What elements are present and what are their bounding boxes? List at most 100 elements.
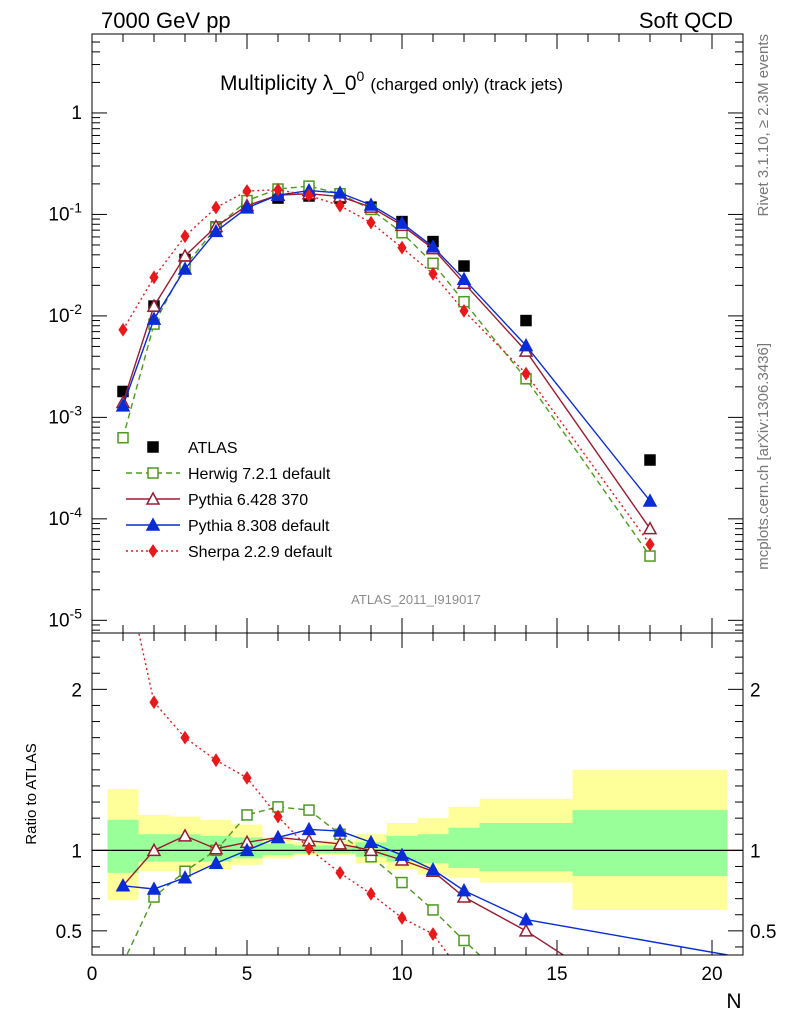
ratio-line <box>122 828 728 955</box>
ratio-plot-axes: 0.5 0.51 12 20 5 10 15 20 <box>56 633 776 985</box>
ratio-point <box>180 730 190 745</box>
series-line <box>122 189 651 502</box>
band-green <box>448 827 480 869</box>
data-point <box>642 493 658 507</box>
legend-marker <box>145 491 161 505</box>
ratio-point <box>518 912 534 926</box>
ratio-point <box>335 865 345 880</box>
y-tick-label: 10-3 <box>48 402 82 428</box>
x-tick-label: 5 <box>242 964 253 985</box>
plot-title-subtitle: (charged only) (track jets) <box>370 75 563 94</box>
data-point <box>425 239 441 253</box>
data-point <box>366 215 376 230</box>
band-green <box>417 834 449 864</box>
ratio-line <box>138 633 450 955</box>
ratio-series-sherpa-2-2-9-default <box>138 633 450 955</box>
data-point <box>335 198 345 213</box>
data-point <box>394 215 410 229</box>
ratio-point <box>456 889 472 903</box>
data-point <box>456 271 472 285</box>
ratio-point <box>303 804 315 816</box>
x-tick-label: 10 <box>391 964 412 985</box>
data-point <box>521 366 531 381</box>
y-tick-label: 1 <box>71 103 82 124</box>
legend-label: Herwig 7.2.1 default <box>188 466 331 483</box>
data-point <box>459 304 469 318</box>
data-point <box>397 240 407 255</box>
data-point <box>642 521 658 535</box>
y-tick-label: 10-4 <box>48 504 82 530</box>
legend-item: Sherpa 2.2.9 default <box>126 544 333 561</box>
y-tick-label: 10-5 <box>48 605 82 631</box>
ratio-point <box>273 809 283 824</box>
legend-item: Herwig 7.2.1 default <box>126 466 331 483</box>
data-point <box>117 431 129 444</box>
ratio-point <box>458 934 470 947</box>
series-pythia-8-308-default <box>115 182 658 507</box>
data-point <box>363 197 379 211</box>
main-plot-series <box>115 180 658 562</box>
ratio-point <box>241 809 253 821</box>
ratio-y-axis-label: Ratio to ATLAS <box>23 743 40 844</box>
data-point <box>644 454 656 466</box>
band-green <box>107 819 139 873</box>
series-atlas <box>117 190 656 466</box>
ratio-plot-frame <box>91 632 744 956</box>
ratio-point <box>208 855 224 869</box>
header-left-label: 7000 GeV pp <box>101 8 231 33</box>
legend-marker <box>148 544 158 558</box>
ratio-point <box>146 842 162 857</box>
band-green <box>262 843 294 856</box>
ratio-point <box>239 842 255 857</box>
watermark-label: ATLAS_2011_I919017 <box>351 592 481 607</box>
data-point <box>177 261 193 275</box>
series-sherpa-2-2-9-default <box>118 182 655 552</box>
ratio-point <box>146 881 162 895</box>
main-plot: 10-5 10-4 10-3 10-2 10-1 1 Multiplicity λ_00 (… <box>48 33 744 634</box>
ratio-point <box>428 927 438 941</box>
band-green <box>572 810 728 877</box>
side-label-rivet: Rivet 3.1.10, ≥ 2.3M events <box>755 34 772 217</box>
y-tick-label: 10-2 <box>48 301 82 327</box>
data-point <box>180 229 190 244</box>
ratio-point <box>363 834 379 849</box>
legend-item: Pythia 6.428 370 <box>126 491 308 509</box>
series-line <box>122 189 651 545</box>
data-point <box>427 257 439 270</box>
x-axis-label: N <box>726 990 741 1013</box>
legend-item: Pythia 8.308 default <box>126 517 330 535</box>
data-point <box>146 298 162 312</box>
legend-marker <box>147 467 159 479</box>
data-point <box>146 311 162 325</box>
ratio-point <box>304 841 314 856</box>
data-point <box>239 200 255 214</box>
plot-title: Multiplicity λ_00 (charged only) (track j… <box>220 68 563 95</box>
ratio-point <box>427 904 439 916</box>
ratio-point <box>397 911 407 925</box>
header-right-label: Soft QCD <box>639 8 733 33</box>
ratio-point <box>208 841 224 855</box>
ratio-point <box>115 878 131 892</box>
data-point <box>428 266 438 281</box>
data-point <box>644 550 656 562</box>
data-point <box>115 398 131 412</box>
ratio-point <box>456 883 472 897</box>
x-tick-label: 20 <box>701 964 722 985</box>
band-green <box>479 822 573 872</box>
legend: ATLAS Herwig 7.2.1 default Pythia 6.428 37… <box>126 440 333 561</box>
side-label-mcplots: mcplots.cern.ch [arXiv:1306.3436] <box>755 343 772 570</box>
legend-label: ATLAS <box>188 440 238 457</box>
legend-label: Sherpa 2.2.9 default <box>188 544 333 561</box>
ratio-series-pythia-8-308-default <box>115 821 728 955</box>
data-point <box>518 338 534 352</box>
data-point <box>242 184 252 198</box>
ratio-plot-series <box>115 633 728 955</box>
y-tick-label-right: 1 <box>750 841 761 862</box>
ratio-point <box>366 886 376 901</box>
ratio-point <box>301 821 317 836</box>
legend-label: Pythia 6.428 370 <box>188 492 308 509</box>
ratio-point <box>332 836 348 850</box>
y-tick-label-right: 0.5 <box>750 922 776 943</box>
ratio-point <box>332 823 348 837</box>
